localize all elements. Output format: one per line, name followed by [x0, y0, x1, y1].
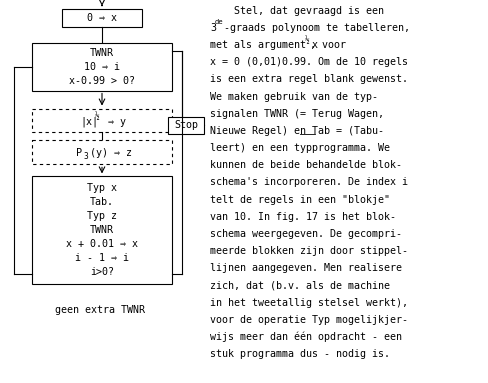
Text: meerde blokken zijn door stippel-: meerde blokken zijn door stippel-	[209, 246, 407, 256]
Text: ½: ½	[95, 112, 100, 121]
Text: 3: 3	[209, 23, 216, 33]
Text: P: P	[76, 149, 82, 159]
Text: lijnen aangegeven. Men realisere: lijnen aangegeven. Men realisere	[209, 263, 401, 273]
Text: x = 0 (0,01)0.99. Om de 10 regels: x = 0 (0,01)0.99. Om de 10 regels	[209, 57, 407, 67]
Text: stuk programma dus - nodig is.: stuk programma dus - nodig is.	[209, 349, 389, 359]
Text: |x|: |x|	[80, 116, 98, 127]
Text: is een extra regel blank gewenst.: is een extra regel blank gewenst.	[209, 74, 407, 84]
Text: schema's incorporeren. De index i: schema's incorporeren. De index i	[209, 177, 407, 187]
Text: zich, dat (b.v. als de machine: zich, dat (b.v. als de machine	[209, 280, 389, 290]
Text: Stop: Stop	[174, 121, 198, 131]
Bar	[32, 108, 172, 133]
Text: 3: 3	[83, 152, 87, 161]
Text: -graads polynoom te tabelleren,: -graads polynoom te tabelleren,	[224, 23, 409, 33]
Bar	[32, 177, 172, 284]
Text: wijs meer dan één opdracht - een: wijs meer dan één opdracht - een	[209, 332, 401, 342]
Text: leert) en een typprogramma. We: leert) en een typprogramma. We	[209, 143, 389, 153]
Text: We maken gebruik van de typ-: We maken gebruik van de typ-	[209, 92, 377, 101]
Text: schema weergegeven. De gecompri-: schema weergegeven. De gecompri-	[209, 229, 401, 239]
Text: , voor: , voor	[309, 40, 346, 50]
Text: geen extra TWNR: geen extra TWNR	[55, 305, 145, 315]
Text: Nieuwe Regel) en Tab = (Tabu-: Nieuwe Regel) en Tab = (Tabu-	[209, 126, 383, 136]
Text: met als argument x: met als argument x	[209, 40, 317, 50]
Text: ½: ½	[305, 36, 309, 45]
Text: ⇒ y: ⇒ y	[102, 116, 126, 126]
Text: Typ x
Tab.
Typ z
TWNR
x + 0.01 ⇒ x
i - 1 ⇒ i
i>0?: Typ x Tab. Typ z TWNR x + 0.01 ⇒ x i - 1…	[66, 183, 138, 277]
Text: voor de operatie Typ mogelijkjer-: voor de operatie Typ mogelijkjer-	[209, 315, 407, 325]
Text: in het tweetallig stelsel werkt),: in het tweetallig stelsel werkt),	[209, 298, 407, 308]
Bar	[168, 116, 203, 134]
Text: Stel, dat gevraagd is een: Stel, dat gevraagd is een	[209, 6, 383, 16]
Text: 0 ⇒ x: 0 ⇒ x	[87, 13, 117, 23]
Text: de: de	[215, 19, 224, 25]
Text: signalen TWNR (= Terug Wagen,: signalen TWNR (= Terug Wagen,	[209, 109, 383, 119]
Text: telt de regels in een "blokje": telt de regels in een "blokje"	[209, 195, 389, 205]
Text: TWNR
10 ⇒ i
x-0.99 > 0?: TWNR 10 ⇒ i x-0.99 > 0?	[69, 47, 135, 86]
Bar	[32, 141, 172, 164]
Text: (y) ⇒ z: (y) ⇒ z	[90, 149, 132, 159]
Text: van 10. In fig. 17 is het blok-: van 10. In fig. 17 is het blok-	[209, 212, 395, 222]
Text: kunnen de beide behandelde blok-: kunnen de beide behandelde blok-	[209, 160, 401, 170]
Bar	[62, 9, 142, 27]
Bar	[32, 43, 172, 90]
